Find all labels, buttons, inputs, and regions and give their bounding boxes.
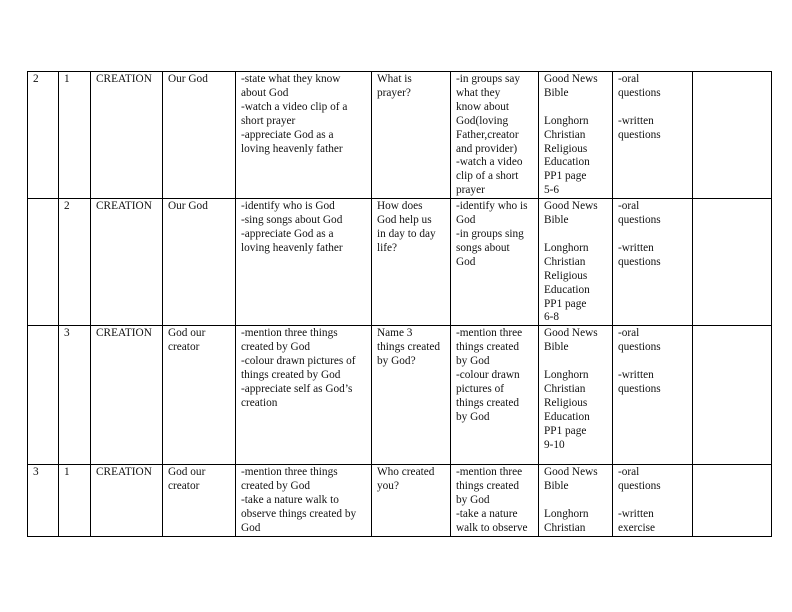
cell-substrand: Our God bbox=[162, 70, 236, 200]
scheme-of-work-table: 2 1 CREATION Our God -state what they know a… bbox=[27, 70, 772, 537]
cell-inquiry: Name 3 things created by God? bbox=[371, 325, 451, 466]
cell-resources: Good News Bible Longhorn Christian Relig… bbox=[538, 198, 613, 327]
cell-outcomes: -identify who is God -sing songs about G… bbox=[235, 198, 372, 327]
table-row: 3 CREATION God our creator -mention three t… bbox=[27, 325, 772, 466]
cell-outcomes: -mention three things created by God -ta… bbox=[235, 464, 372, 537]
cell-assessment: -oral questions -written questions bbox=[612, 70, 693, 200]
cell-inquiry: What is prayer? bbox=[371, 70, 451, 200]
cell-experiences: -mention three things created by God -ta… bbox=[450, 464, 539, 537]
table-row: 2 1 CREATION Our God -state what they know a… bbox=[27, 70, 772, 200]
table-row: 3 1 CREATION God our creator -mention three … bbox=[27, 464, 772, 537]
cell-week bbox=[27, 325, 59, 466]
cell-outcomes: -mention three things created by God -co… bbox=[235, 325, 372, 466]
cell-experiences: -identify who is God -in groups sing son… bbox=[450, 198, 539, 327]
cell-resources: Good News Bible Longhorn Christian Relig… bbox=[538, 325, 613, 466]
cell-lesson: 2 bbox=[58, 198, 91, 327]
cell-inquiry: How does God help us in day to day life? bbox=[371, 198, 451, 327]
cell-assessment: -oral questions -written questions bbox=[612, 198, 693, 327]
cell-assessment: -oral questions -written questions bbox=[612, 325, 693, 466]
cell-assessment: -oral questions -written exercise bbox=[612, 464, 693, 537]
cell-lesson: 1 bbox=[58, 464, 91, 537]
cell-substrand: Our God bbox=[162, 198, 236, 327]
cell-substrand: God our creator bbox=[162, 325, 236, 466]
cell-week bbox=[27, 198, 59, 327]
cell-experiences: -in groups say what they know about God(… bbox=[450, 70, 539, 200]
cell-remarks bbox=[692, 70, 772, 200]
cell-week: 3 bbox=[27, 464, 59, 537]
cell-substrand: God our creator bbox=[162, 464, 236, 537]
cell-remarks bbox=[692, 464, 772, 537]
cell-inquiry: Who created you? bbox=[371, 464, 451, 537]
table-row: 2 CREATION Our God -identify who is God -si… bbox=[27, 198, 772, 327]
cell-outcomes: -state what they know about God -watch a… bbox=[235, 70, 372, 200]
cell-strand: CREATION bbox=[90, 198, 163, 327]
cell-experiences: -mention three things created by God -co… bbox=[450, 325, 539, 466]
cell-lesson: 1 bbox=[58, 70, 91, 200]
cell-resources: Good News Bible Longhorn Christian bbox=[538, 464, 613, 537]
cell-strand: CREATION bbox=[90, 325, 163, 466]
cell-week: 2 bbox=[27, 70, 59, 200]
cell-resources: Good News Bible Longhorn Christian Relig… bbox=[538, 70, 613, 200]
cell-strand: CREATION bbox=[90, 464, 163, 537]
cell-remarks bbox=[692, 325, 772, 466]
cell-remarks bbox=[692, 198, 772, 327]
cell-strand: CREATION bbox=[90, 70, 163, 200]
cell-lesson: 3 bbox=[58, 325, 91, 466]
